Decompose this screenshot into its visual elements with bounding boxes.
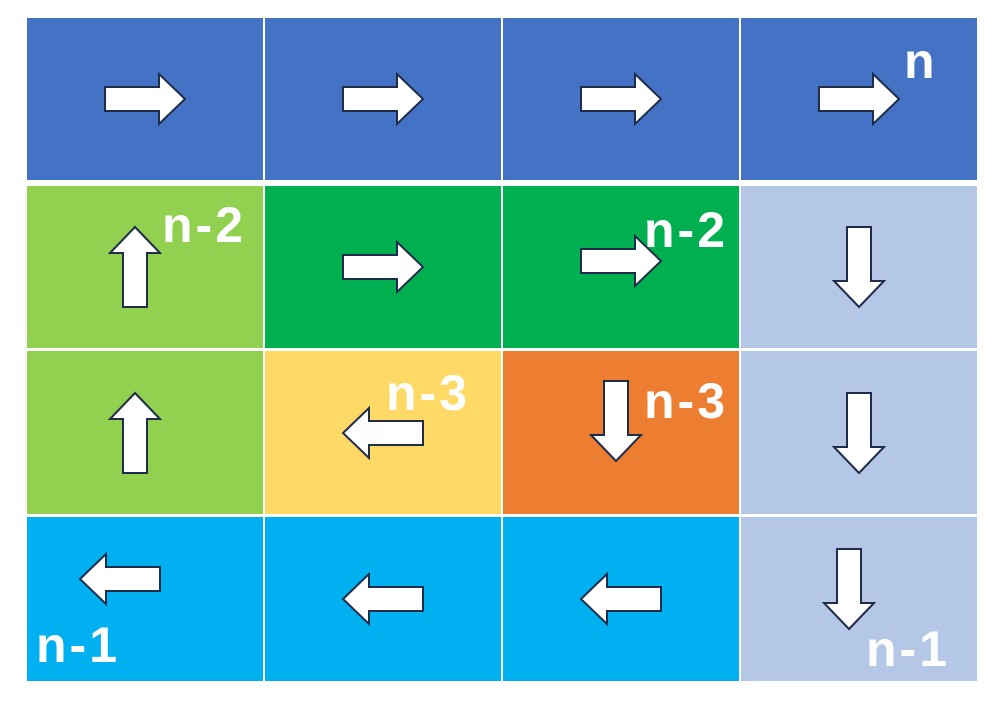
arrow-down-icon <box>831 391 887 475</box>
label-inner-top: n-2 <box>644 202 728 258</box>
arrow-down-icon <box>821 547 877 631</box>
arrow-right-icon <box>817 71 901 127</box>
arrow-right-icon <box>341 239 425 295</box>
arrow-down-icon <box>588 379 644 463</box>
label-top-row: n <box>904 33 938 89</box>
label-left-column: n-2 <box>162 197 246 253</box>
label-bottom-row: n-1 <box>36 617 120 673</box>
arrow-left-icon <box>341 405 425 461</box>
arrow-right-icon <box>579 233 663 289</box>
label-right-column: n-1 <box>866 621 950 677</box>
grid-cell-r3-c0 <box>27 517 263 681</box>
arrow-up-icon <box>107 225 163 309</box>
arrow-left-icon <box>341 571 425 627</box>
arrow-right-icon <box>103 71 187 127</box>
arrow-right-icon <box>341 71 425 127</box>
label-inner-bottom-left: n-3 <box>386 365 470 421</box>
arrow-up-icon <box>107 391 163 475</box>
arrow-left-icon <box>78 551 162 607</box>
arrow-right-icon <box>579 71 663 127</box>
arrow-down-icon <box>831 225 887 309</box>
label-inner-bottom-right: n-3 <box>644 373 728 429</box>
arrow-left-icon <box>579 571 663 627</box>
